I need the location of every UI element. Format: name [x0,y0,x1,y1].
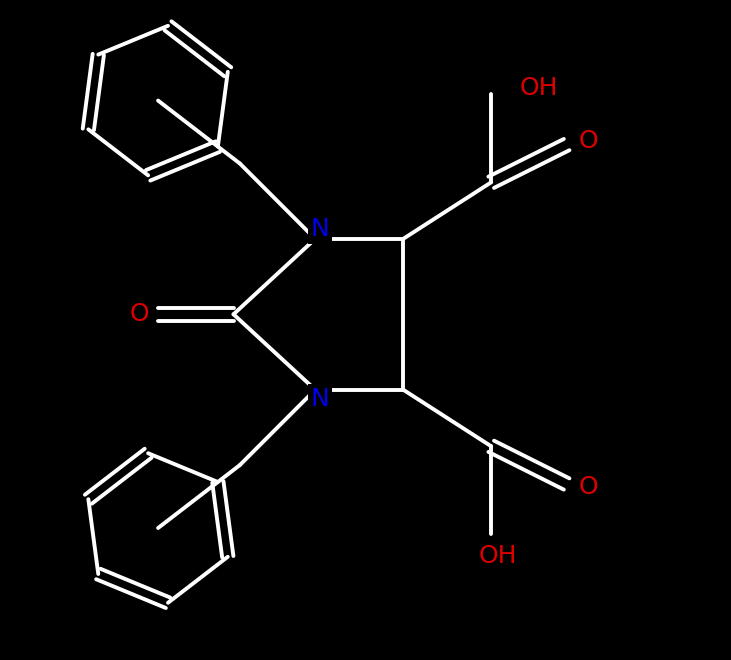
Text: N: N [311,387,330,411]
Text: O: O [129,302,149,326]
Text: OH: OH [478,544,517,568]
Text: O: O [579,129,599,153]
Text: N: N [311,217,330,242]
Text: O: O [579,475,599,499]
Text: OH: OH [520,76,558,100]
